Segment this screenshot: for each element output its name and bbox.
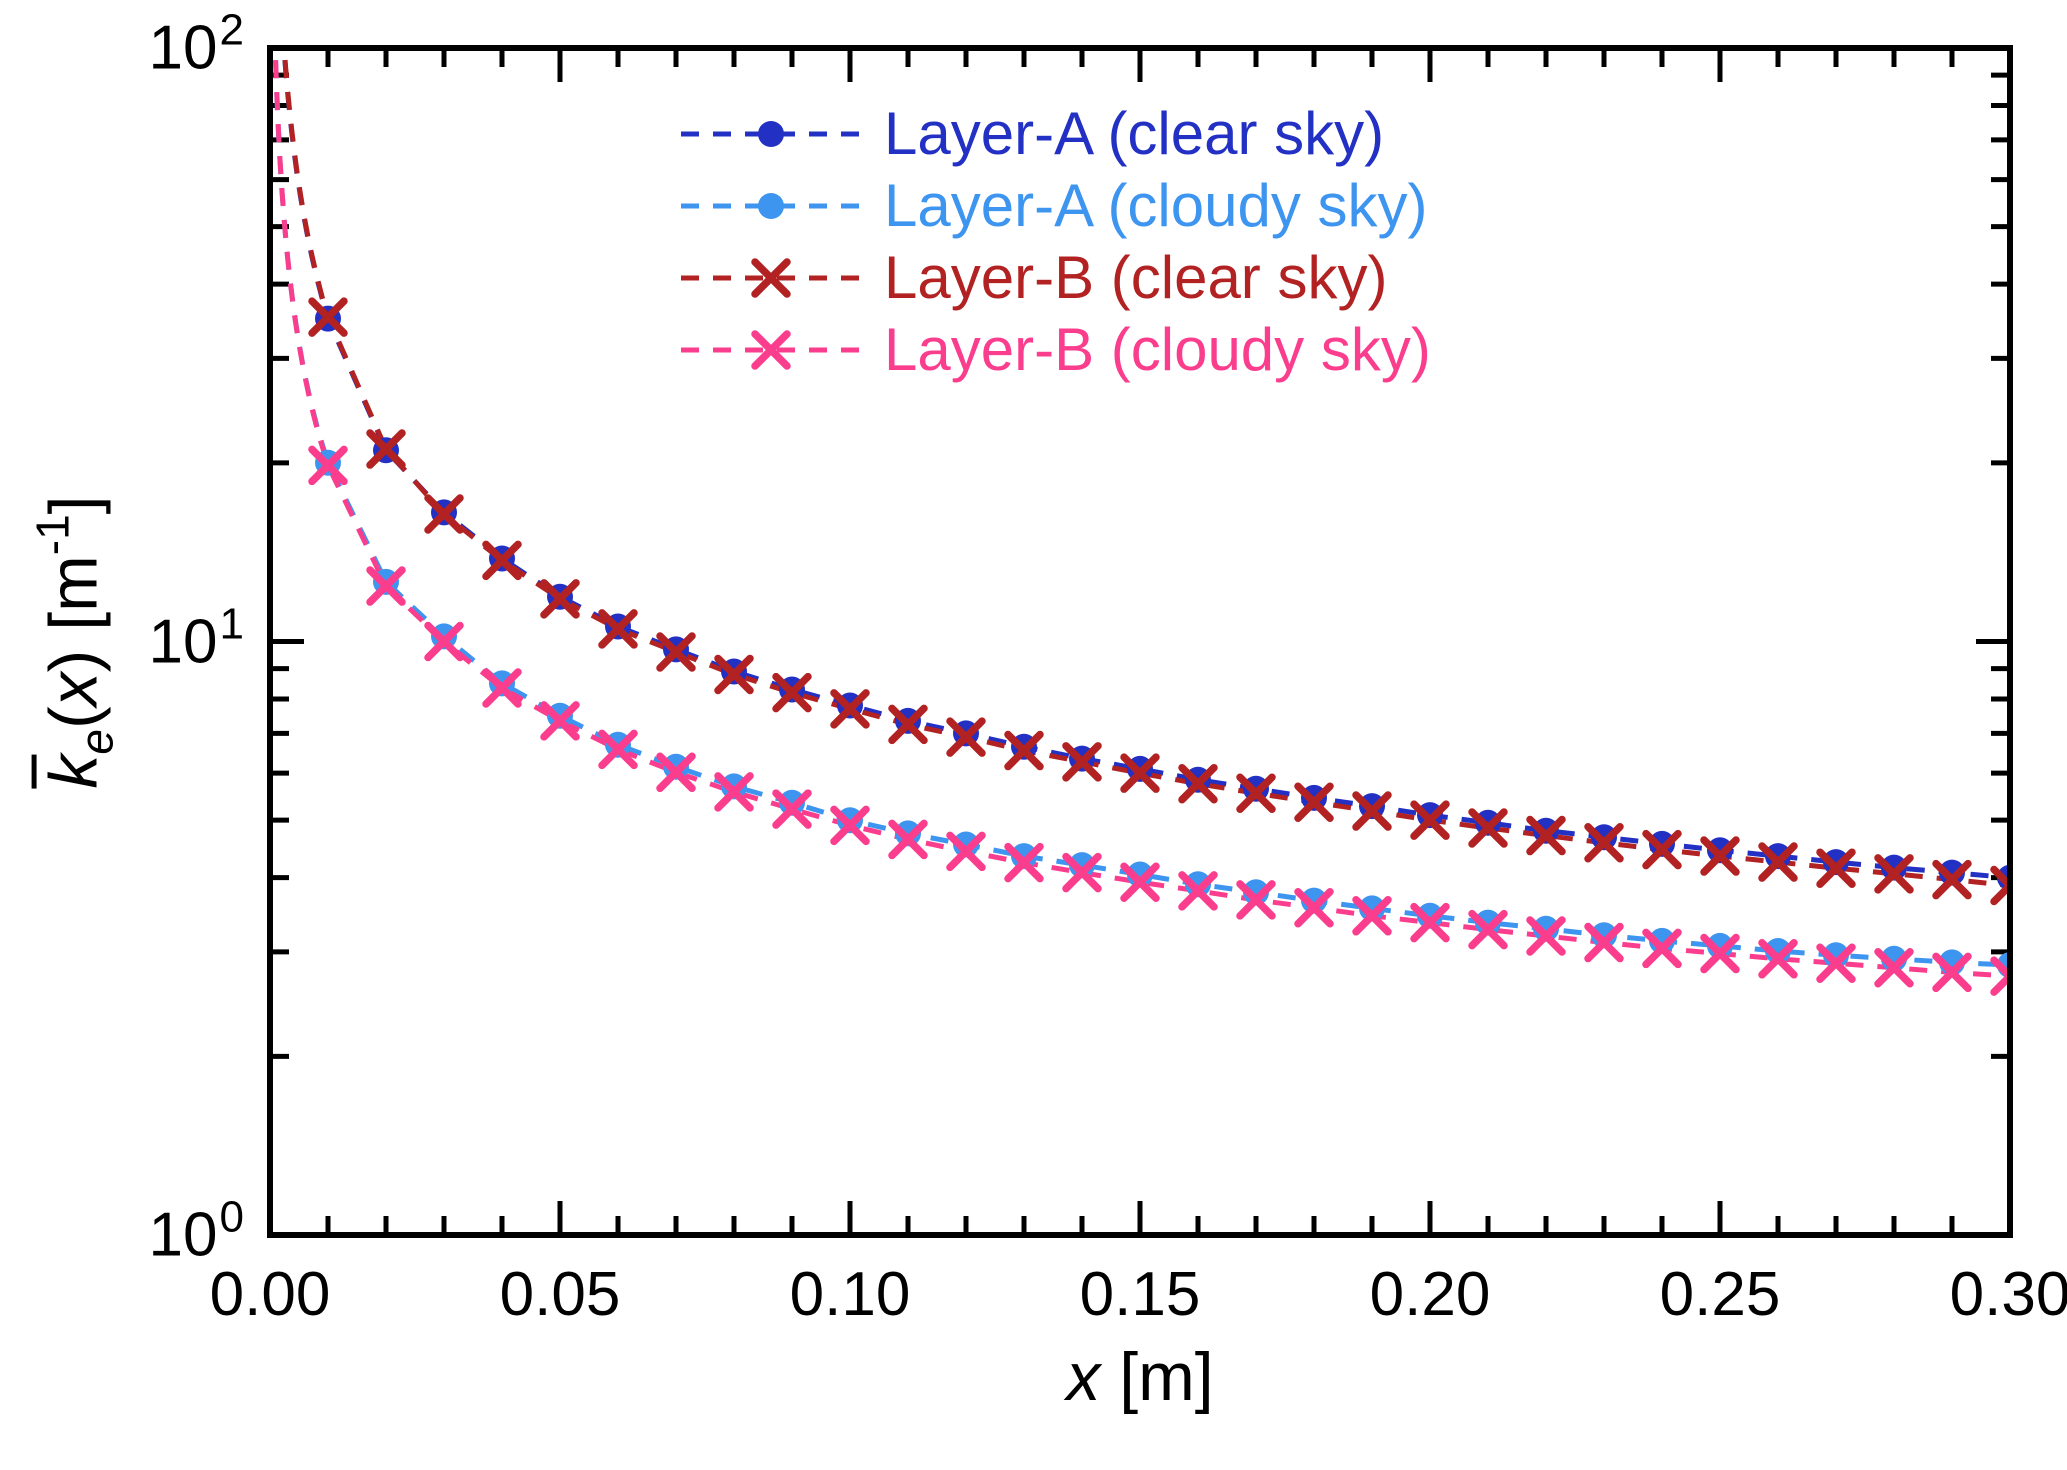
ylabel-subscript-e: e [71, 728, 123, 755]
legend-x-marker [751, 257, 791, 298]
ylabel-symbol-kbar: k [32, 754, 112, 789]
ylabel-paren-close: ) [36, 649, 112, 672]
y-tick-label: 100 [148, 1192, 244, 1270]
legend-label: Layer-A (clear sky) [884, 100, 1385, 167]
x-axis-label: x [m] [1066, 1338, 1213, 1416]
ylabel-paren-open: ( [36, 705, 112, 729]
plot-series [272, 48, 2010, 996]
y-axis-label: ke(x) [m-1] [0, 48, 150, 1235]
legend-x-marker [751, 329, 791, 370]
legend-entry-layer-b-clear-sky: Layer-B (clear sky) [678, 246, 1431, 309]
legend-label: Layer-B (clear sky) [884, 244, 1388, 311]
legend: Layer-A (clear sky) Layer-A (cloudy sky) L… [678, 102, 1431, 381]
y-axis-label-text: ke(x) [m-1] [26, 494, 124, 789]
ylabel-exponent: -1 [27, 513, 79, 555]
x-tick-label: 0.15 [1079, 1260, 1201, 1329]
legend-entry-layer-b-cloudy-sky: Layer-B (cloudy sky) [678, 318, 1431, 381]
legend-key [681, 257, 861, 298]
x-tick-label: 0.10 [789, 1260, 911, 1329]
legend-entry-layer-a-clear-sky: Layer-A (clear sky) [678, 102, 1431, 165]
legend-key [681, 120, 861, 147]
legend-circle-marker [758, 192, 784, 219]
y-tick-label: 101 [148, 599, 244, 676]
legend-entry-layer-a-cloudy-sky: Layer-A (cloudy sky) [678, 174, 1431, 237]
y-tick-label: 102 [148, 5, 244, 83]
legend-label: Layer-A (cloudy sky) [884, 172, 1428, 239]
legend-key [681, 329, 861, 370]
ylabel-var-x: x [36, 671, 112, 706]
x-tick-label: 0.25 [1659, 1260, 1781, 1329]
legend-label: Layer-B (cloudy sky) [884, 316, 1431, 383]
xlabel-var-x: x [1066, 1339, 1101, 1415]
series-markers-layer-a-clear-sky [315, 305, 2010, 891]
legend-key [681, 192, 861, 219]
series-markers-layer-b-clear-sky [308, 297, 2010, 906]
ylabel-unit-bracket: ] [36, 494, 112, 514]
x-tick-label: 0.30 [1949, 1260, 2067, 1329]
xlabel-unit: [m] [1100, 1339, 1214, 1415]
x-tick-label: 0.05 [499, 1260, 621, 1329]
ylabel-unit: [m [36, 554, 112, 650]
series-markers-layer-b-cloudy-sky [308, 445, 2010, 996]
plot-frame [267, 45, 2013, 1238]
x-tick-label: 0.00 [209, 1260, 331, 1329]
legend-circle-marker [758, 120, 784, 147]
x-tick-label: 0.20 [1369, 1260, 1491, 1329]
